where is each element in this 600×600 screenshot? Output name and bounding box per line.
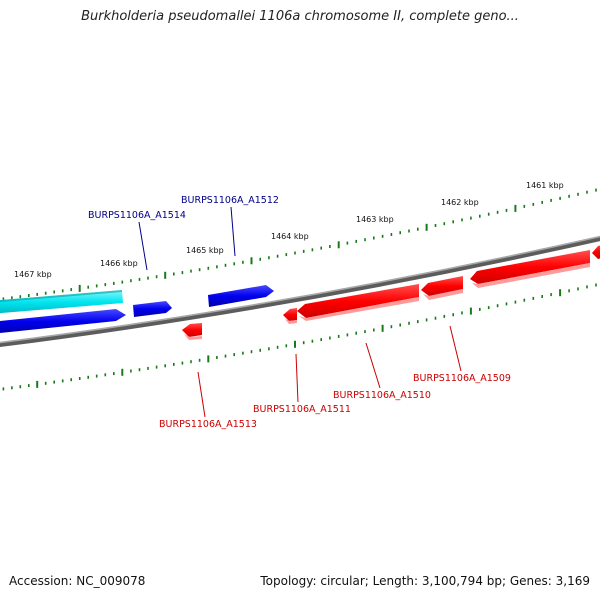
cyan-feature[interactable] (0, 290, 123, 314)
scale-label-1462: 1462 kbp (441, 198, 479, 207)
scale-label-1465: 1465 kbp (186, 246, 224, 255)
gene-label-a1513[interactable]: BURPS1106A_A1513 (159, 419, 257, 430)
reverse-strand-features (182, 244, 600, 340)
gene-burps1106a-a1514b-arrow[interactable] (133, 301, 172, 317)
gene-burps1106a-a1513-arrow[interactable] (182, 323, 202, 340)
gene-edge-arrow[interactable] (592, 244, 600, 259)
gene-label-a1514[interactable]: BURPS1106A_A1514 (88, 210, 186, 221)
gene-label-a1512[interactable]: BURPS1106A_A1512 (181, 195, 279, 206)
gene-burps1106a-a1510-arrow[interactable] (297, 284, 419, 321)
gene-labels: BURPS1106A_A1514 BURPS1106A_A1512 BURPS1… (88, 195, 511, 430)
scale-label-1466: 1466 kbp (100, 259, 138, 268)
gene-label-a1511[interactable]: BURPS1106A_A1511 (253, 404, 351, 415)
gene-label-a1510[interactable]: BURPS1106A_A1510 (333, 390, 431, 401)
gene-burps1106a-a1512-arrow[interactable] (208, 285, 274, 307)
scale-ticks-inner (2, 283, 597, 391)
chromosome-backbone (0, 235, 600, 348)
genome-stats-text: Topology: circular; Length: 3,100,794 bp… (260, 574, 590, 588)
scale-ticks-outer (2, 188, 597, 301)
map-title: Burkholderia pseudomallei 1106a chromoso… (81, 9, 519, 24)
forward-strand-features (0, 285, 274, 334)
gene-burps1106a-a1509-arrow[interactable] (470, 250, 590, 288)
gene-burps1106a-a1514-arrow[interactable] (0, 309, 126, 334)
scale-label-1463: 1463 kbp (356, 215, 394, 224)
scale-label-1467: 1467 kbp (14, 270, 52, 279)
gene-burps1106a-a1509b-arrow[interactable] (421, 276, 463, 300)
scale-label-1464: 1464 kbp (271, 232, 309, 241)
scale-labels: 1467 kbp 1466 kbp 1465 kbp 1464 kbp 1463… (14, 181, 564, 279)
gene-burps1106a-a1511-arrow[interactable] (283, 308, 297, 324)
label-leader-lines (138, 206, 462, 418)
accession-text: Accession: NC_009078 (9, 574, 146, 588)
gene-label-a1509[interactable]: BURPS1106A_A1509 (413, 373, 511, 384)
scale-label-1461: 1461 kbp (526, 181, 564, 190)
